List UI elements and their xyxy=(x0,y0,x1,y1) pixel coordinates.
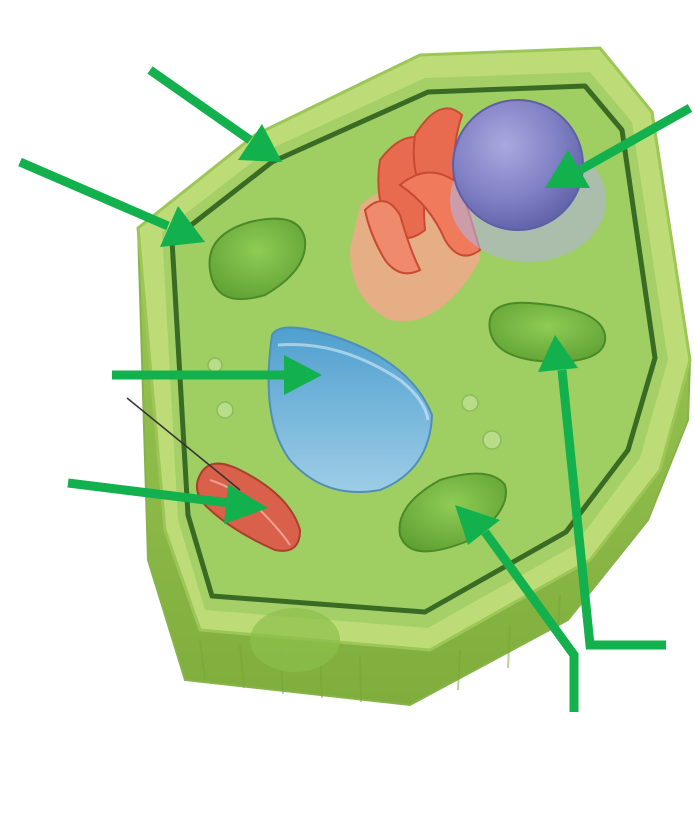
arrow-cell-wall xyxy=(147,66,282,162)
thin-pointer-line xyxy=(126,397,241,491)
cell-wall-plasmodesma xyxy=(250,608,340,672)
arrow-nucleus xyxy=(545,104,693,188)
arrow-chloroplast-bottom xyxy=(455,505,579,712)
cell-wall-texture xyxy=(199,594,561,703)
arrow-vacuole xyxy=(112,355,322,395)
chloroplast-1 xyxy=(208,217,307,301)
golgi-apparatus xyxy=(350,107,482,322)
label-arrows xyxy=(18,66,693,712)
vesicles xyxy=(207,357,502,450)
arrow-chloroplast-right xyxy=(538,335,666,650)
arrow-mitochondrion xyxy=(67,478,268,524)
arrow-chloroplast xyxy=(18,157,205,247)
chloroplast-2 xyxy=(488,301,607,364)
